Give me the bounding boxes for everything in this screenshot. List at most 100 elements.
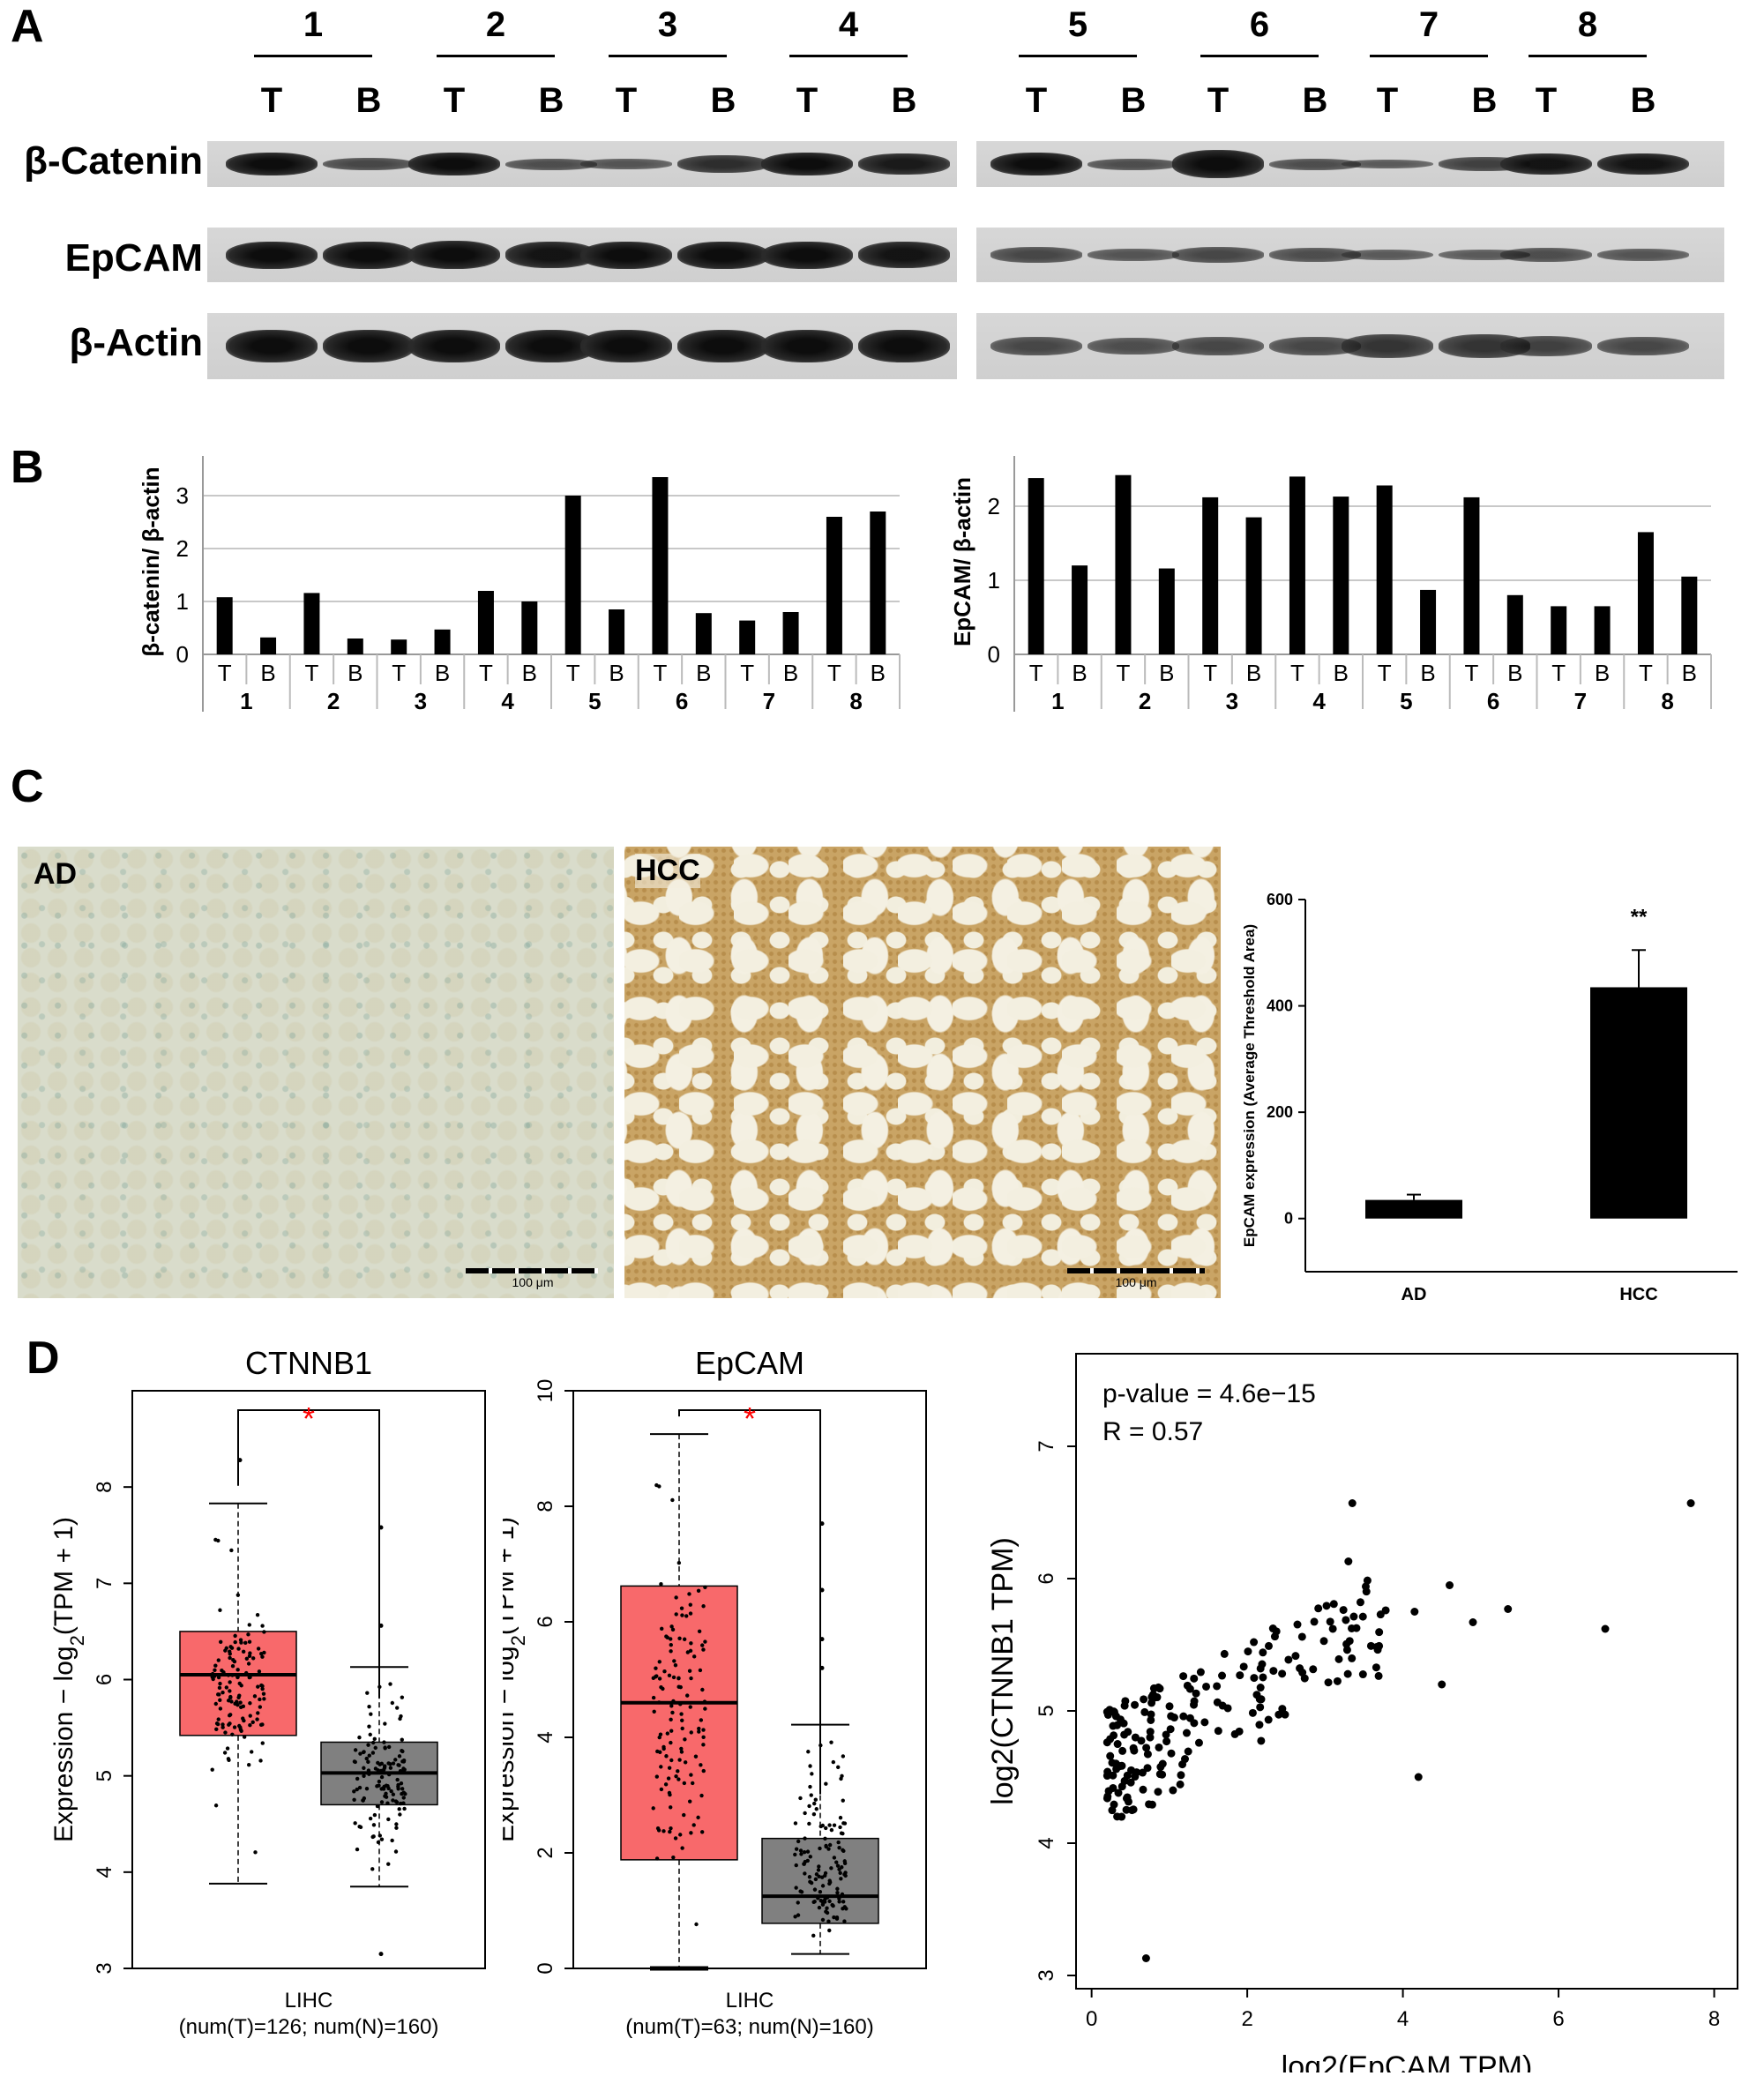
data-point [398,1716,402,1721]
data-point [703,1585,707,1590]
protein-band [1597,249,1689,261]
data-point [674,1612,678,1617]
lane-number: 7 [1418,5,1439,44]
data-point [1284,1655,1293,1664]
data-point [1162,1737,1171,1746]
data-point [697,1729,701,1734]
data-point [260,1686,265,1691]
data-point [1220,1649,1229,1658]
group-label: 2 [1139,688,1151,714]
bar [1365,1199,1462,1219]
data-point [835,1886,840,1891]
protein-band [226,241,318,269]
y-tick-label: 2 [534,1847,557,1858]
data-point [835,1863,841,1868]
data-point [1343,1669,1352,1678]
data-point [217,1685,222,1691]
lane-number: 3 [657,5,678,44]
protein-band [1342,334,1433,358]
data-point [400,1791,404,1796]
data-point [673,1663,678,1668]
y-tick-label: 0 [534,1962,557,1974]
data-point [836,1765,841,1770]
data-points [352,1525,407,1957]
protein-band [580,159,672,169]
y-tick-label: 4 [534,1731,557,1743]
data-point [651,1806,655,1811]
protein-band [1172,337,1264,355]
data-point [250,1720,255,1725]
data-point [1143,1750,1152,1759]
data-point [669,1758,674,1763]
data-point [210,1767,214,1772]
data-point [218,1681,222,1686]
y-tick-label: 6 [93,1674,116,1685]
data-point [216,1675,221,1680]
data-point [652,1709,656,1714]
group-label: 6 [1487,688,1499,714]
x-axis-label: log2(EpCAM TPM) [1282,2050,1533,2072]
data-point [834,1860,839,1864]
data-point [673,1836,678,1841]
data-point [229,1646,235,1650]
data-point [220,1722,225,1727]
category-label: B [348,660,363,686]
data-point [685,1693,690,1698]
group-label: 4 [1312,688,1326,714]
data-point [388,1682,392,1686]
data-point [698,1668,703,1673]
group-label: 7 [763,688,775,714]
data-point [817,1874,821,1879]
data-point [1374,1671,1383,1680]
data-point [1192,1689,1200,1698]
hcc-tissue-image: HCC 100 μm [624,847,1221,1298]
data-point [230,1673,235,1677]
data-point [823,1896,827,1901]
data-point [841,1798,845,1803]
data-point [1132,1768,1141,1777]
data-point [385,1801,390,1805]
data-point [1179,1672,1188,1681]
data-point [667,1766,672,1770]
data-point [248,1723,252,1728]
data-point [213,1668,217,1672]
protein-band [1269,248,1361,262]
data-point [219,1639,223,1645]
tumor-lane-label: T [443,81,466,120]
data-point [1120,1701,1129,1710]
data-point [235,1593,241,1597]
data-point [1141,1954,1150,1962]
data-point [808,1784,812,1789]
data-point [393,1758,398,1762]
data-point [689,1641,693,1646]
protein-band [408,153,500,175]
data-point [1349,1612,1358,1621]
bar [1551,606,1567,654]
data-point [688,1602,692,1607]
lane-underline [789,55,908,57]
data-point [375,1784,379,1788]
data-point [682,1812,686,1818]
category-label: B [871,660,886,686]
data-point [1147,1715,1155,1724]
data-point [839,1877,843,1881]
data-point [376,1760,380,1766]
y-axis-label: log2(CTNNB1 TPM) [986,1537,1020,1805]
lane-number: 8 [1577,5,1598,44]
data-point [657,1700,662,1705]
data-point [228,1695,233,1700]
data-point [813,1797,818,1802]
data-point [1102,1738,1111,1747]
data-point [220,1725,225,1729]
data-point [233,1633,237,1639]
data-point [680,1718,684,1722]
data-point [1293,1620,1302,1629]
group-label: 3 [415,688,427,714]
data-point [223,1648,228,1653]
blot-label: β-Actin [69,321,203,364]
data-point [1155,1743,1163,1751]
protein-band [1500,248,1592,262]
data-point [841,1848,845,1853]
data-point [687,1592,691,1596]
data-point [397,1763,401,1767]
